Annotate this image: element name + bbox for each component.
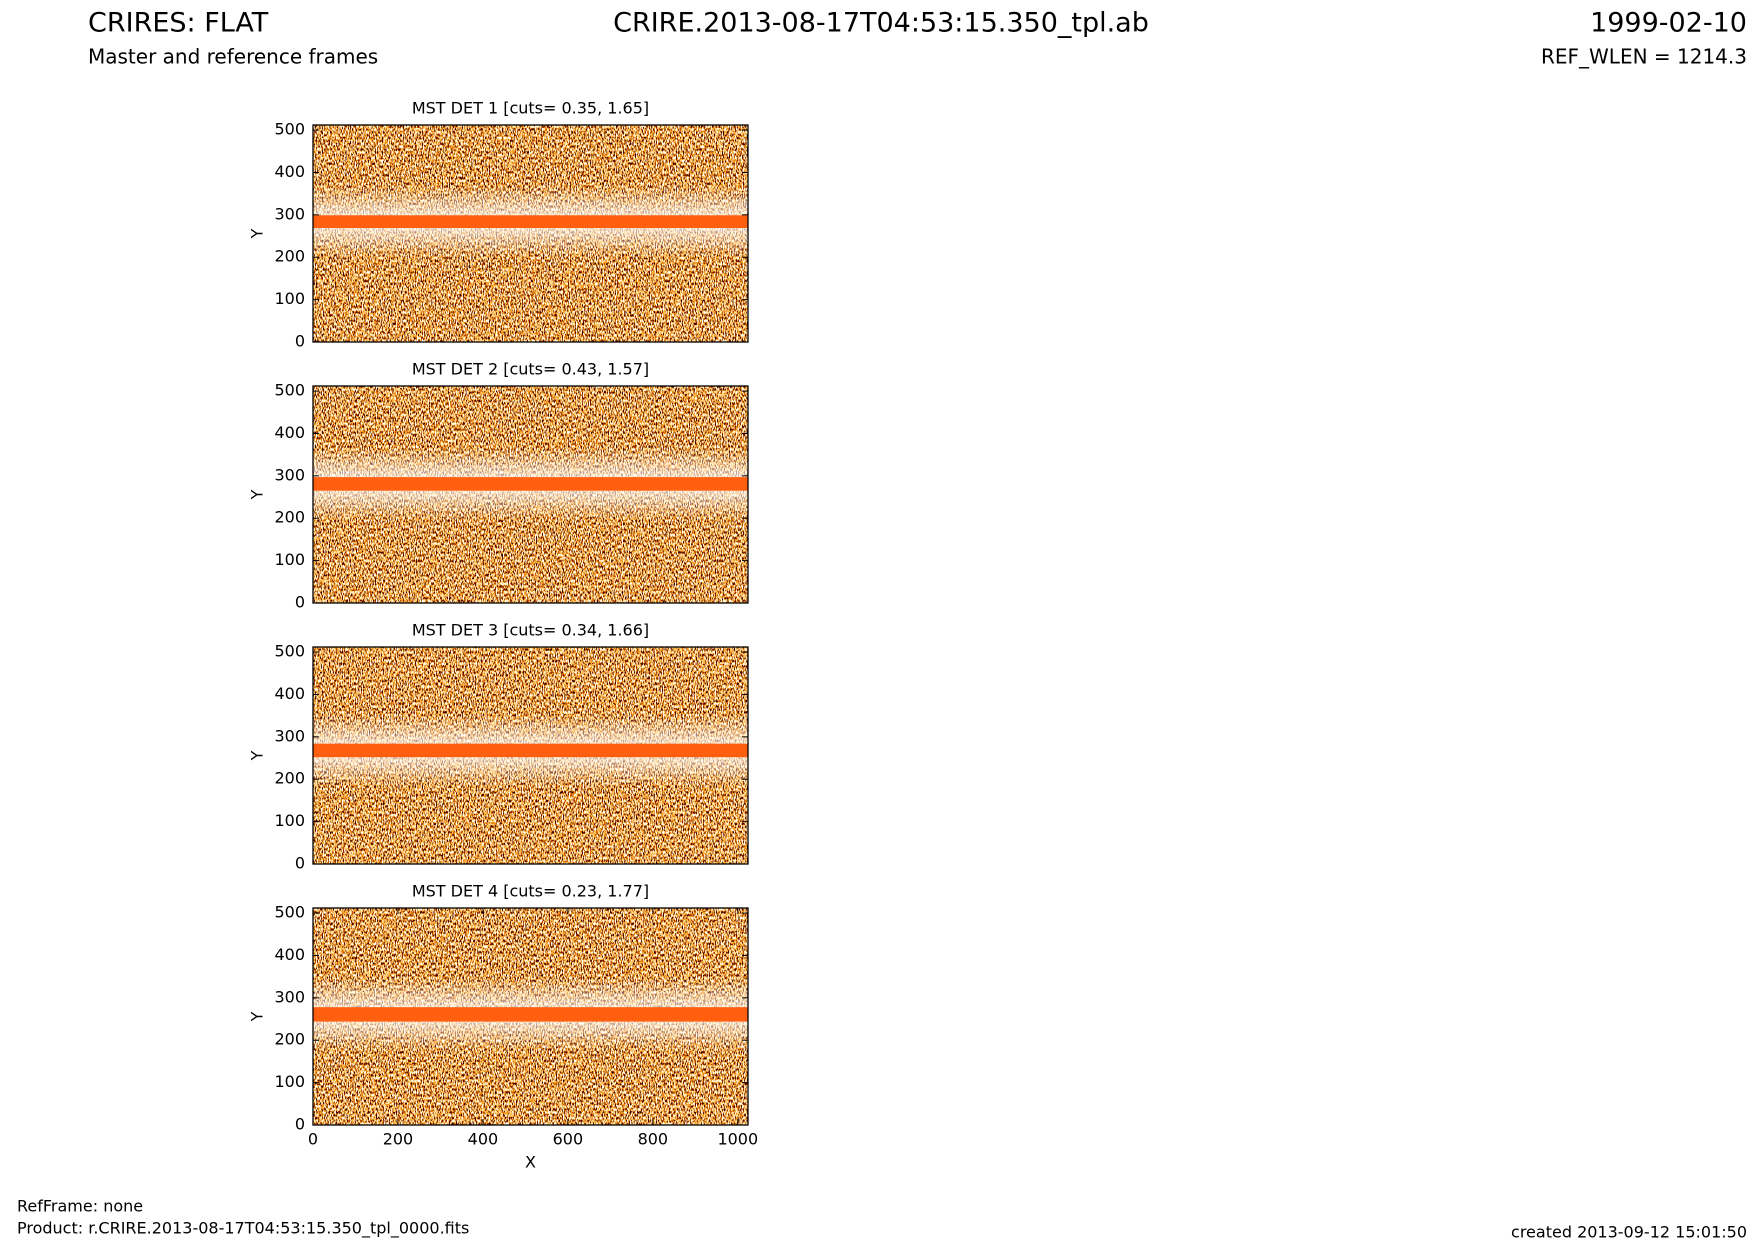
file-name: CRIRE.2013-08-17T04:53:15.350_tpl.ab	[613, 8, 1149, 39]
page-subtitle: Master and reference frames	[88, 45, 378, 69]
y-tick-label: 300	[274, 204, 305, 223]
y-tick-label: 200	[274, 769, 305, 788]
y-tick-label: 400	[274, 162, 305, 181]
y-axis-label: Y	[248, 1011, 267, 1022]
y-tick-label: 0	[295, 332, 305, 351]
y-tick-label: 200	[274, 508, 305, 527]
panel-title: MST DET 4 [cuts= 0.23, 1.77]	[412, 882, 649, 901]
ref-frame: RefFrame: none	[17, 1197, 143, 1216]
y-tick-label: 200	[274, 1030, 305, 1049]
y-tick-label: 0	[295, 593, 305, 612]
panel-title: MST DET 3 [cuts= 0.34, 1.66]	[412, 621, 649, 640]
y-axis-label: Y	[248, 750, 267, 761]
y-tick-label: 500	[274, 642, 305, 661]
date: 1999-02-10	[1590, 8, 1747, 39]
y-tick-label: 400	[274, 945, 305, 964]
x-tick-label: 0	[308, 1130, 318, 1149]
y-axis-label: Y	[248, 228, 267, 239]
y-tick-label: 100	[274, 811, 305, 830]
axes-frame	[312, 385, 749, 604]
panel-title: MST DET 1 [cuts= 0.35, 1.65]	[412, 99, 649, 118]
bright-band	[313, 215, 748, 228]
y-tick-label: 200	[274, 247, 305, 266]
y-tick-label: 500	[274, 903, 305, 922]
ref-wlen: REF_WLEN = 1214.3	[1541, 45, 1747, 69]
y-tick-label: 0	[295, 1115, 305, 1134]
y-tick-label: 400	[274, 423, 305, 442]
axes-frame	[312, 646, 749, 865]
y-tick-label: 300	[274, 465, 305, 484]
axes-frame	[312, 124, 749, 343]
bright-band	[313, 1007, 748, 1022]
y-tick-label: 100	[274, 550, 305, 569]
x-tick-label: 1000	[717, 1130, 758, 1149]
created: created 2013-09-12 15:01:50	[1511, 1223, 1747, 1242]
panel-title: MST DET 2 [cuts= 0.43, 1.57]	[412, 360, 649, 379]
page-title: CRIRES: FLAT	[88, 8, 269, 39]
y-tick-label: 400	[274, 684, 305, 703]
x-axis-label: X	[525, 1153, 536, 1172]
y-axis-label: Y	[248, 489, 267, 500]
axes-frame	[312, 907, 749, 1126]
product: Product: r.CRIRE.2013-08-17T04:53:15.350…	[17, 1219, 469, 1239]
y-tick-label: 100	[274, 289, 305, 308]
y-tick-label: 500	[274, 120, 305, 139]
x-tick-label: 200	[383, 1130, 414, 1149]
y-tick-label: 300	[274, 987, 305, 1006]
y-tick-label: 300	[274, 726, 305, 745]
bright-band	[313, 743, 748, 758]
x-tick-label: 600	[553, 1130, 584, 1149]
bright-band	[313, 477, 748, 491]
y-tick-label: 500	[274, 381, 305, 400]
x-tick-label: 800	[638, 1130, 669, 1149]
x-tick-label: 400	[468, 1130, 499, 1149]
y-tick-label: 100	[274, 1072, 305, 1091]
y-tick-label: 0	[295, 854, 305, 873]
